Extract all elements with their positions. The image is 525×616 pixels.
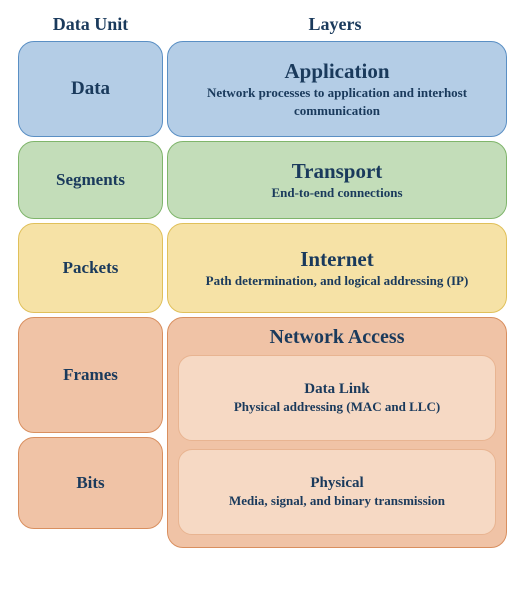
layer-box: TransportEnd-to-end connections (167, 141, 507, 219)
sublayer-desc: Physical addressing (MAC and LLC) (234, 398, 440, 416)
layer-rows: DataApplicationNetwork processes to appl… (18, 41, 507, 313)
header-data-unit: Data Unit (18, 14, 163, 35)
data-unit-box: Segments (18, 141, 163, 219)
header-layers: Layers (163, 14, 507, 35)
column-headers: Data Unit Layers (18, 14, 507, 35)
network-access-layer-box: Network Access Data LinkPhysical address… (167, 317, 507, 548)
layer-row: SegmentsTransportEnd-to-end connections (18, 141, 507, 219)
layer-desc: Path determination, and logical addressi… (206, 272, 469, 290)
layer-desc: Network processes to application and int… (197, 84, 477, 119)
network-access-title: Network Access (270, 326, 405, 349)
layer-row: PacketsInternetPath determination, and l… (18, 223, 507, 313)
layer-desc: End-to-end connections (271, 184, 402, 202)
layer-title: Internet (300, 247, 373, 272)
layer-title: Transport (292, 159, 383, 184)
data-unit-box: Data (18, 41, 163, 137)
sublayer-box: PhysicalMedia, signal, and binary transm… (178, 449, 496, 535)
layer-box: ApplicationNetwork processes to applicat… (167, 41, 507, 137)
layer-row: DataApplicationNetwork processes to appl… (18, 41, 507, 137)
sublayer-title: Data Link (304, 381, 369, 398)
data-unit-box: Bits (18, 437, 163, 529)
sublayer-title: Physical (310, 475, 363, 492)
layer-box: InternetPath determination, and logical … (167, 223, 507, 313)
sublayer-desc: Media, signal, and binary transmission (229, 492, 445, 510)
data-unit-box: Packets (18, 223, 163, 313)
layer-title: Application (284, 59, 389, 84)
network-access-sublayers: Data LinkPhysical addressing (MAC and LL… (178, 355, 496, 535)
sublayer-box: Data LinkPhysical addressing (MAC and LL… (178, 355, 496, 441)
data-unit-box: Frames (18, 317, 163, 433)
network-access-row: FramesBits Network Access Data LinkPhysi… (18, 317, 507, 548)
network-access-data-units: FramesBits (18, 317, 163, 548)
